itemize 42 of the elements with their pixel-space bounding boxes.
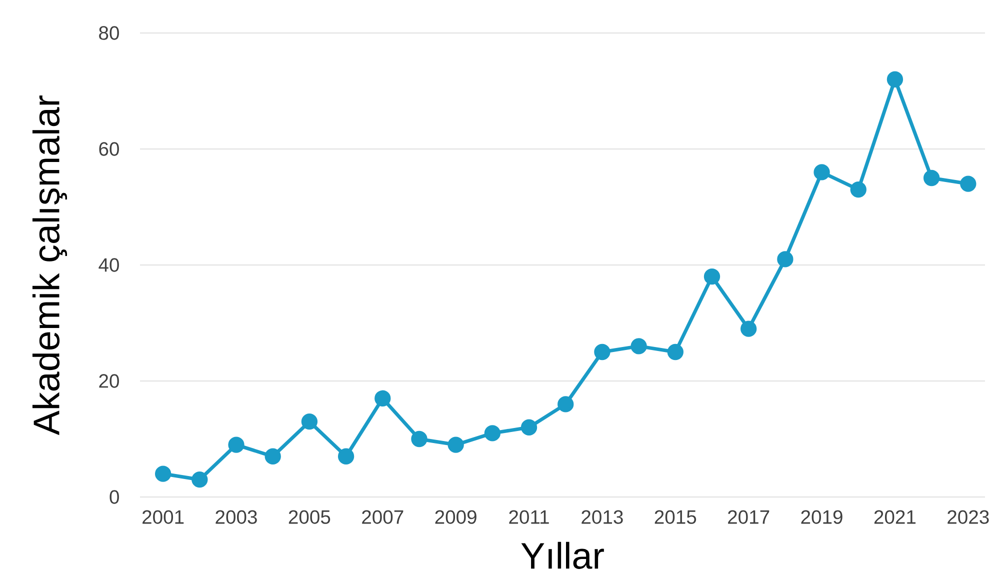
point	[484, 425, 501, 442]
x-tick-label: 2011	[509, 510, 549, 524]
y-axis-title: Akademik çalışmalar	[32, 95, 68, 436]
y-tick-label: 0	[110, 490, 119, 504]
x-tick-label: 2013	[582, 510, 623, 524]
point	[264, 448, 281, 464]
point	[448, 436, 464, 453]
point	[338, 448, 354, 464]
y-tick-label: 20	[99, 374, 119, 388]
point	[777, 251, 794, 268]
x-tick-label: 2023	[948, 510, 989, 524]
x-tick-label: 2005	[288, 510, 330, 524]
point	[740, 320, 757, 337]
x-tick-label: 2019	[801, 510, 842, 524]
point	[228, 436, 244, 453]
point	[301, 414, 318, 430]
y-tick-label: 60	[99, 142, 119, 156]
x-tick-label: 2001	[142, 510, 184, 524]
point	[558, 396, 574, 412]
point	[630, 338, 647, 354]
x-tick-label: 2009	[435, 510, 476, 524]
point	[374, 390, 391, 406]
y-tick-label: 80	[99, 26, 119, 40]
point	[192, 472, 208, 488]
point	[594, 344, 610, 360]
x-tick-label: 2017	[728, 510, 770, 524]
point	[923, 170, 940, 186]
point	[886, 71, 904, 88]
point	[850, 182, 866, 198]
point	[704, 268, 720, 285]
point	[520, 419, 538, 436]
x-tick-label: 2003	[216, 510, 257, 524]
y-tick-label: 40	[98, 258, 119, 272]
x-axis-title: Yıllar	[521, 542, 604, 569]
point	[411, 430, 428, 448]
point	[960, 176, 976, 192]
x-tick-label: 2007	[362, 510, 404, 524]
point	[667, 344, 684, 360]
x-tick-label: 2021	[874, 510, 916, 524]
x-tick-label: 2015	[654, 510, 696, 524]
point	[154, 466, 172, 482]
point	[814, 164, 830, 180]
